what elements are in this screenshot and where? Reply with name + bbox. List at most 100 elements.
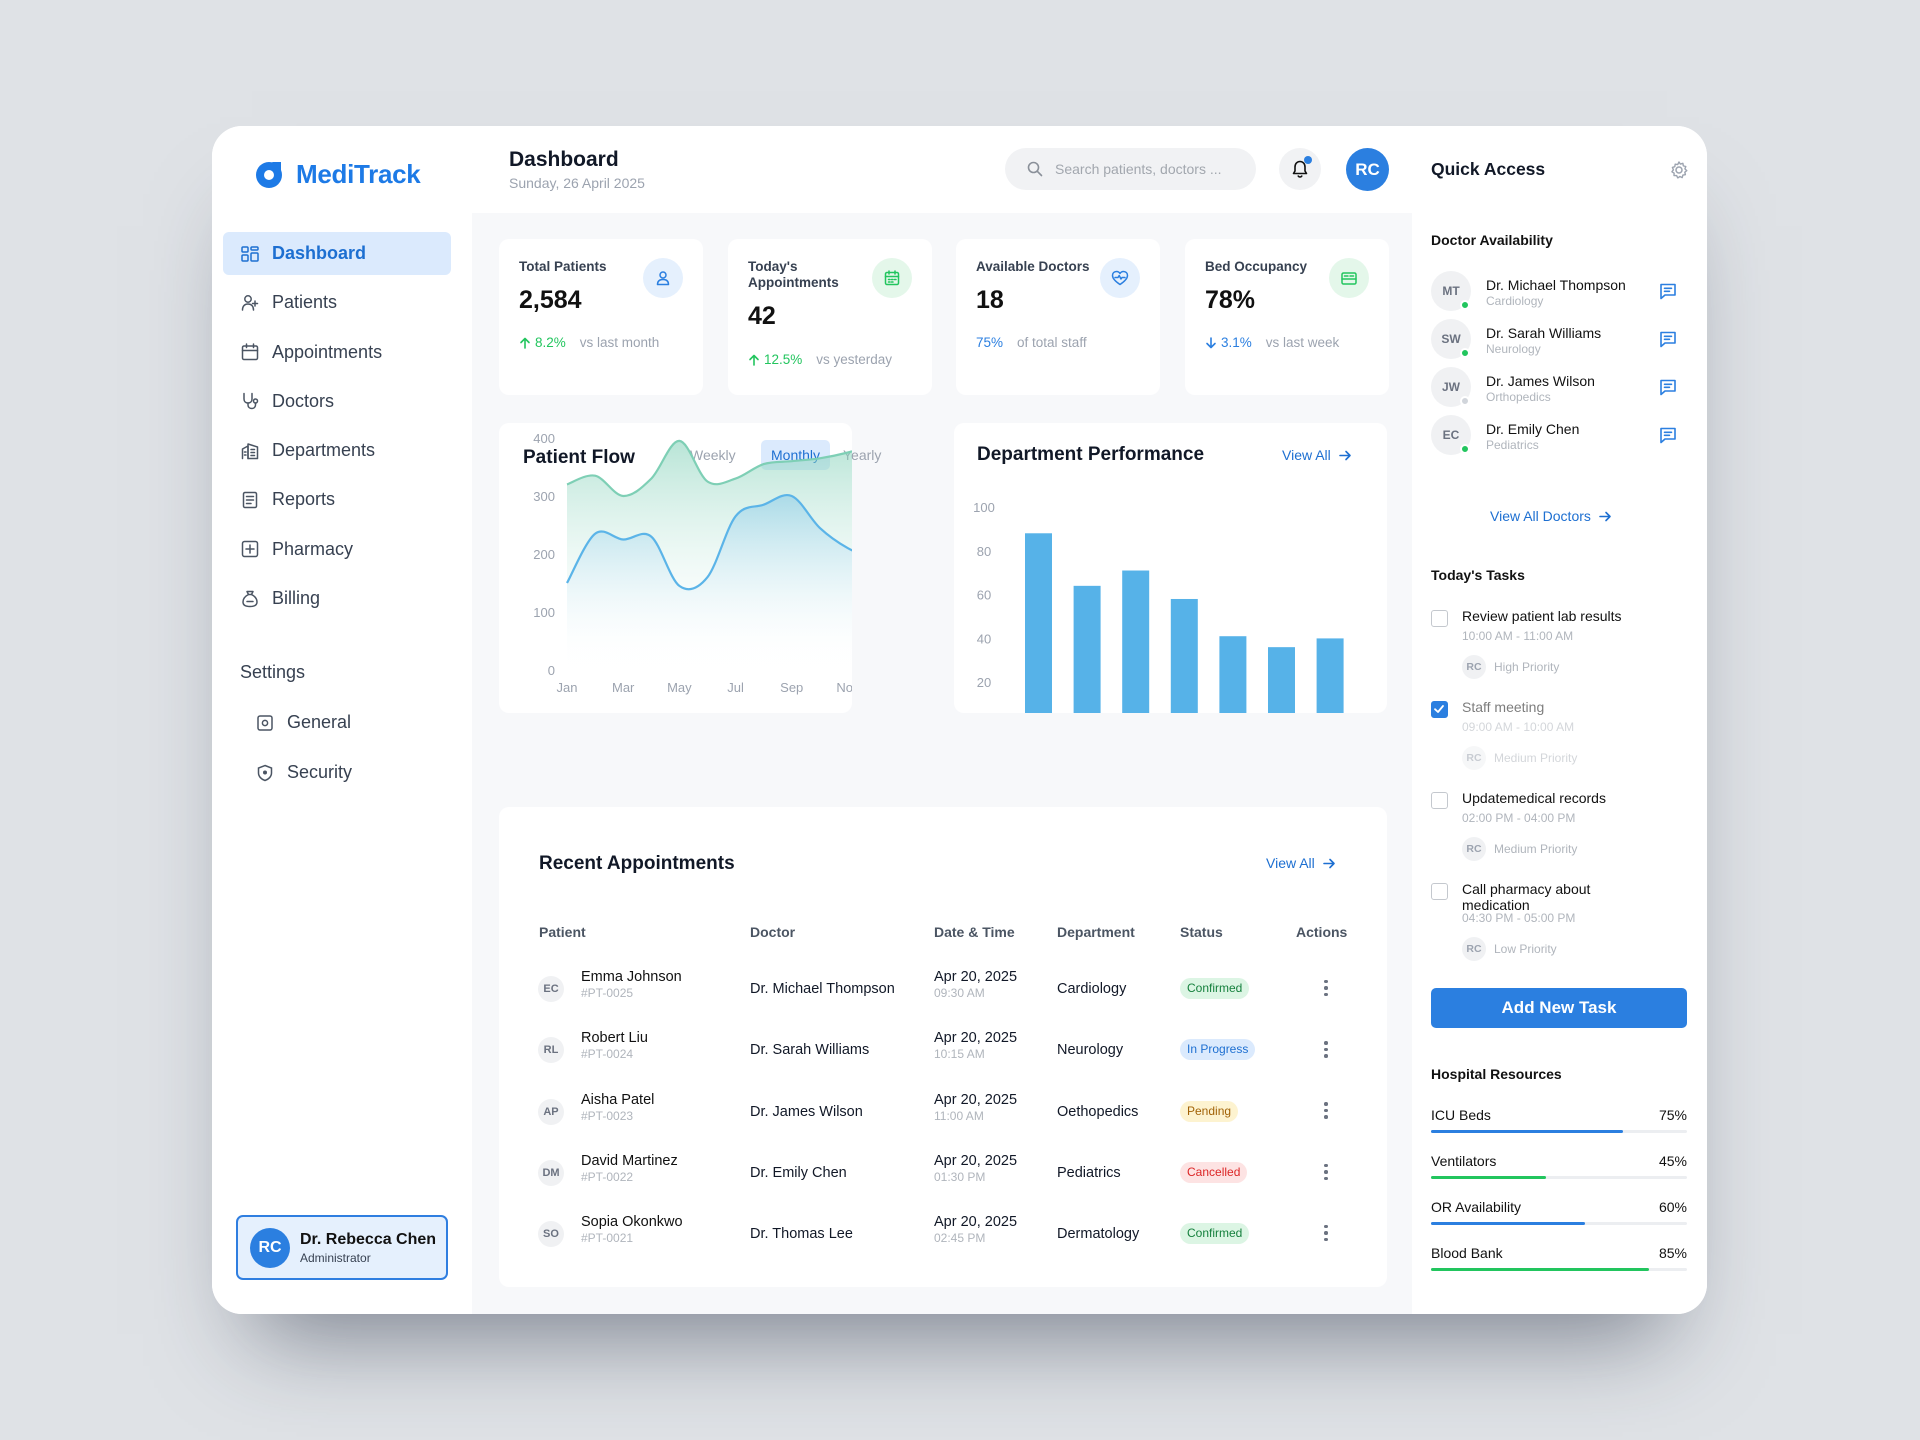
priority-label: Medium Priority [1494,751,1578,765]
department: Pediatrics [1057,1164,1121,1181]
more-actions-button[interactable] [1316,1038,1336,1060]
resource-progress-fill [1431,1130,1623,1133]
patient-id: #PT-0022 [581,1169,634,1184]
more-actions-button[interactable] [1316,1222,1336,1244]
doctor-availability-item[interactable]: EC Dr. Emily Chen Pediatrics [1431,415,1691,459]
stat-trend: 75% of total staff [976,335,1087,350]
search-input[interactable] [1055,161,1235,177]
meditrack-logo-icon [256,162,282,188]
stat-change: 12.5% [764,352,803,367]
column-header-actions: Actions [1296,924,1348,940]
message-button[interactable] [1658,425,1678,445]
task-checkbox[interactable] [1431,883,1448,900]
quick-access-panel: Quick Access Doctor Availability MT Dr. M… [1412,126,1707,1314]
priority-label: Low Priority [1494,942,1557,956]
sidebar-item-pharmacy[interactable]: Pharmacy [223,528,451,571]
appointment-time: 02:45 PM [934,1231,986,1246]
department-performance-chart: 020406080100CardioOrthoDermaENT [973,500,1344,713]
kebab-dot [1324,1237,1328,1242]
sidebar-item-doctors[interactable]: Doctors [223,380,451,423]
doctor-availability-item[interactable]: MT Dr. Michael Thompson Cardiology [1431,271,1691,315]
kebab-dot [1324,1115,1328,1119]
department-view-all-link[interactable]: View All [1282,447,1352,463]
sidebar-item-dashboard[interactable]: Dashboard [223,232,451,275]
header-avatar[interactable]: RC [1346,148,1389,191]
stat-label: Today's Appointments [748,259,839,290]
add-new-task-button[interactable]: Add New Task [1431,988,1687,1028]
resource-name: Ventilators [1431,1153,1497,1169]
task-checkbox[interactable] [1431,792,1448,809]
y-tick-label: 200 [533,547,555,562]
appointment-time: 11:00 AM [934,1108,984,1123]
user-icon-badge [643,258,683,298]
checkmark-icon [1434,705,1444,713]
search-bar[interactable] [1005,148,1256,190]
notifications-button[interactable] [1279,148,1321,190]
chat-icon [1660,427,1676,444]
chat-icon [1660,283,1676,300]
sidebar-item-security[interactable]: Security [256,762,352,783]
sidebar-item-departments[interactable]: Departments [223,429,451,472]
more-actions-button[interactable] [1316,977,1336,999]
resource-progress-track [1431,1222,1687,1225]
doctor-specialty: Pediatrics [1486,438,1539,452]
bar [1073,585,1101,713]
resource-or-availability: OR Availability 60% [1431,1199,1687,1229]
stat-card-total-patients: Total Patients 2,584 8.2% vs last month [499,239,703,395]
kebab-dot [1324,1041,1328,1045]
column-header-date-time: Date & Time [934,924,1015,940]
doctor-availability-item[interactable]: JW Dr. James Wilson Orthopedics [1431,367,1691,411]
table-row[interactable]: DM David Martinez #PT-0022 Dr. Emily Chen Ap… [499,1143,1389,1204]
doctor-availability-item[interactable]: SW Dr. Sarah Williams Neurology [1431,319,1691,363]
table-row[interactable]: RL Robert Liu #PT-0024 Dr. Sarah Williams Ap… [499,1020,1389,1081]
message-button[interactable] [1658,377,1678,397]
assignee-avatar: RC [1462,837,1486,861]
task-title: Call pharmacy about medication [1462,881,1591,913]
sidebar-item-billing[interactable]: Billing [223,577,451,620]
status-badge: Cancelled [1180,1161,1248,1183]
doctor-name: Dr. Emily Chen [750,1164,847,1181]
task-title: Updatemedical records [1462,790,1606,806]
resource-progress-fill [1431,1176,1547,1179]
appointment-time: 10:15 AM [934,1047,985,1062]
stat-card-bed-occupancy: Bed Occupancy 78% 3.1% vs last week [1185,239,1389,395]
more-actions-button[interactable] [1316,1161,1336,1183]
task-checkbox[interactable] [1431,610,1448,627]
gear-box-icon [257,714,273,731]
gear-icon[interactable] [1669,160,1689,180]
task-checkbox[interactable] [1431,701,1448,718]
availability-status-dot [1460,348,1470,358]
doctor-specialty: Orthopedics [1486,390,1551,404]
appointment-date: Apr 20, 2025 [934,1091,1018,1108]
sidebar-item-label: Departments [272,440,376,461]
resource-progress-track [1431,1268,1687,1271]
brand-logo[interactable]: MediTrack [254,158,421,190]
appointment-date: Apr 20, 2025 [934,969,1018,985]
sidebar-item-reports[interactable]: Reports [223,478,451,521]
priority-label: Medium Priority [1494,842,1578,856]
view-all-doctors-link[interactable]: View All Doctors [1490,508,1612,524]
chat-icon [1660,379,1676,396]
table-row[interactable]: EC Emma Johnson #PT-0025 Dr. Michael Thomps… [499,959,1389,1020]
report-icon [242,491,258,509]
availability-status-dot [1460,300,1470,310]
stat-compare: vs last week [1265,335,1340,350]
status-badge: Confirmed [1180,978,1250,999]
sidebar-item-general[interactable]: General [256,712,351,733]
tab-yearly[interactable]: Yearly [843,447,882,463]
doctor-name: Dr. James Wilson [1486,373,1595,389]
assignee-avatar: RC [1462,746,1486,770]
message-button[interactable] [1658,281,1678,301]
tab-weekly[interactable]: Weekly [690,447,736,463]
message-button[interactable] [1658,329,1678,349]
sidebar-item-appointments[interactable]: Appointments [223,331,451,374]
table-row[interactable]: SO Sopia Okonkwo #PT-0021 Dr. Thomas Lee Apr… [499,1204,1389,1265]
table-row[interactable]: AP Aisha Patel #PT-0023 Dr. James Wilson Apr… [499,1082,1389,1143]
brand-name: MediTrack [296,158,421,189]
todays-tasks-title: Today's Tasks [1431,567,1525,583]
appointments-view-all-link[interactable]: View All [1266,855,1336,871]
x-tick-label: May [667,680,692,695]
sidebar-item-patients[interactable]: Patients [223,281,451,324]
user-profile-card[interactable]: RC Dr. Rebecca Chen Administrator [236,1215,448,1280]
more-actions-button[interactable] [1316,1100,1336,1122]
